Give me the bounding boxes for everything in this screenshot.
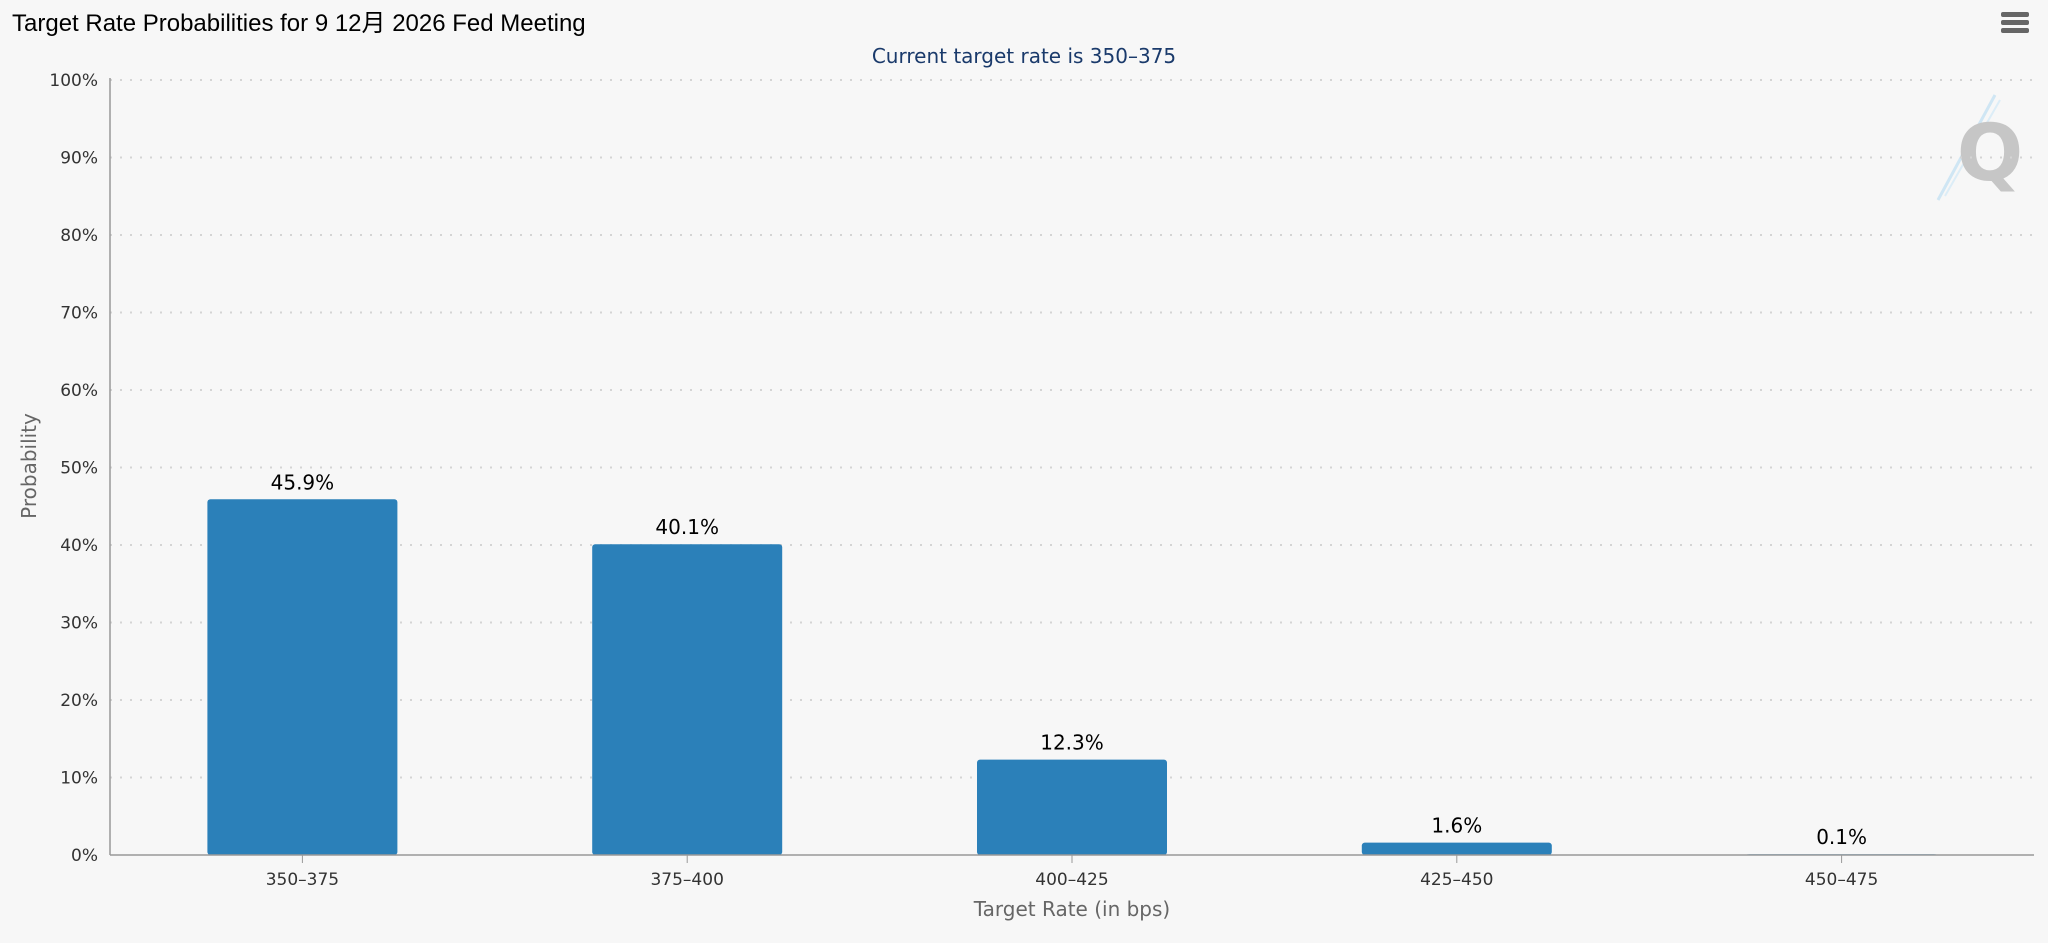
y-tick-label: 90% [60, 149, 98, 169]
bar-425–450[interactable] [1361, 842, 1552, 855]
page-title: Target Rate Probabilities for 9 12月 2026… [12, 10, 586, 37]
axes [109, 78, 2034, 856]
bars: 45.9% 40.1% 12.3% 1.6% 0.1% [207, 470, 1937, 855]
x-axis-title: Target Rate (in bps) [973, 897, 1170, 921]
x-tick-label: 450–475 [1805, 870, 1878, 890]
data-label: 40.1% [655, 515, 719, 539]
data-label: 12.3% [1040, 731, 1104, 755]
y-tick-label: 80% [60, 226, 98, 246]
y-axis-title: Probability [17, 413, 41, 519]
y-tick-label: 50% [60, 459, 98, 479]
y-tick-label: 0% [71, 846, 98, 866]
x-tick-label: 400–425 [1035, 870, 1108, 890]
data-label: 45.9% [271, 470, 335, 494]
y-tick-label: 10% [60, 769, 98, 789]
y-tick-label: 100% [49, 71, 98, 91]
bar-375–400[interactable] [592, 544, 783, 855]
data-label: 0.1% [1816, 825, 1867, 849]
y-axis-ticks: 0% 10% 20% 30% 40% 50% 60% 70% 80% 90% 100% [49, 71, 98, 866]
bar-400–425[interactable] [977, 759, 1167, 855]
y-tick-label: 40% [60, 536, 98, 556]
y-tick-label: 70% [60, 304, 98, 324]
svg-text:Q: Q [1957, 109, 2023, 199]
x-axis-ticks: 350–375 375–400 400–425 425–450 450–475 [266, 855, 1878, 890]
grid-lines [110, 79, 2034, 779]
x-tick-label: 350–375 [266, 870, 339, 890]
y-tick-label: 30% [60, 614, 98, 634]
x-tick-label: 425–450 [1420, 870, 1493, 890]
watermark-logo: Q [1936, 94, 2023, 201]
bar-350–375[interactable] [207, 499, 398, 855]
y-tick-label: 20% [60, 691, 98, 711]
x-tick-label: 375–400 [650, 870, 723, 890]
chart-subtitle: Current target rate is 350–375 [872, 44, 1176, 68]
y-tick-label: 60% [60, 381, 98, 401]
data-label: 1.6% [1431, 814, 1482, 838]
hamburger-menu-icon[interactable] [1998, 8, 2032, 38]
